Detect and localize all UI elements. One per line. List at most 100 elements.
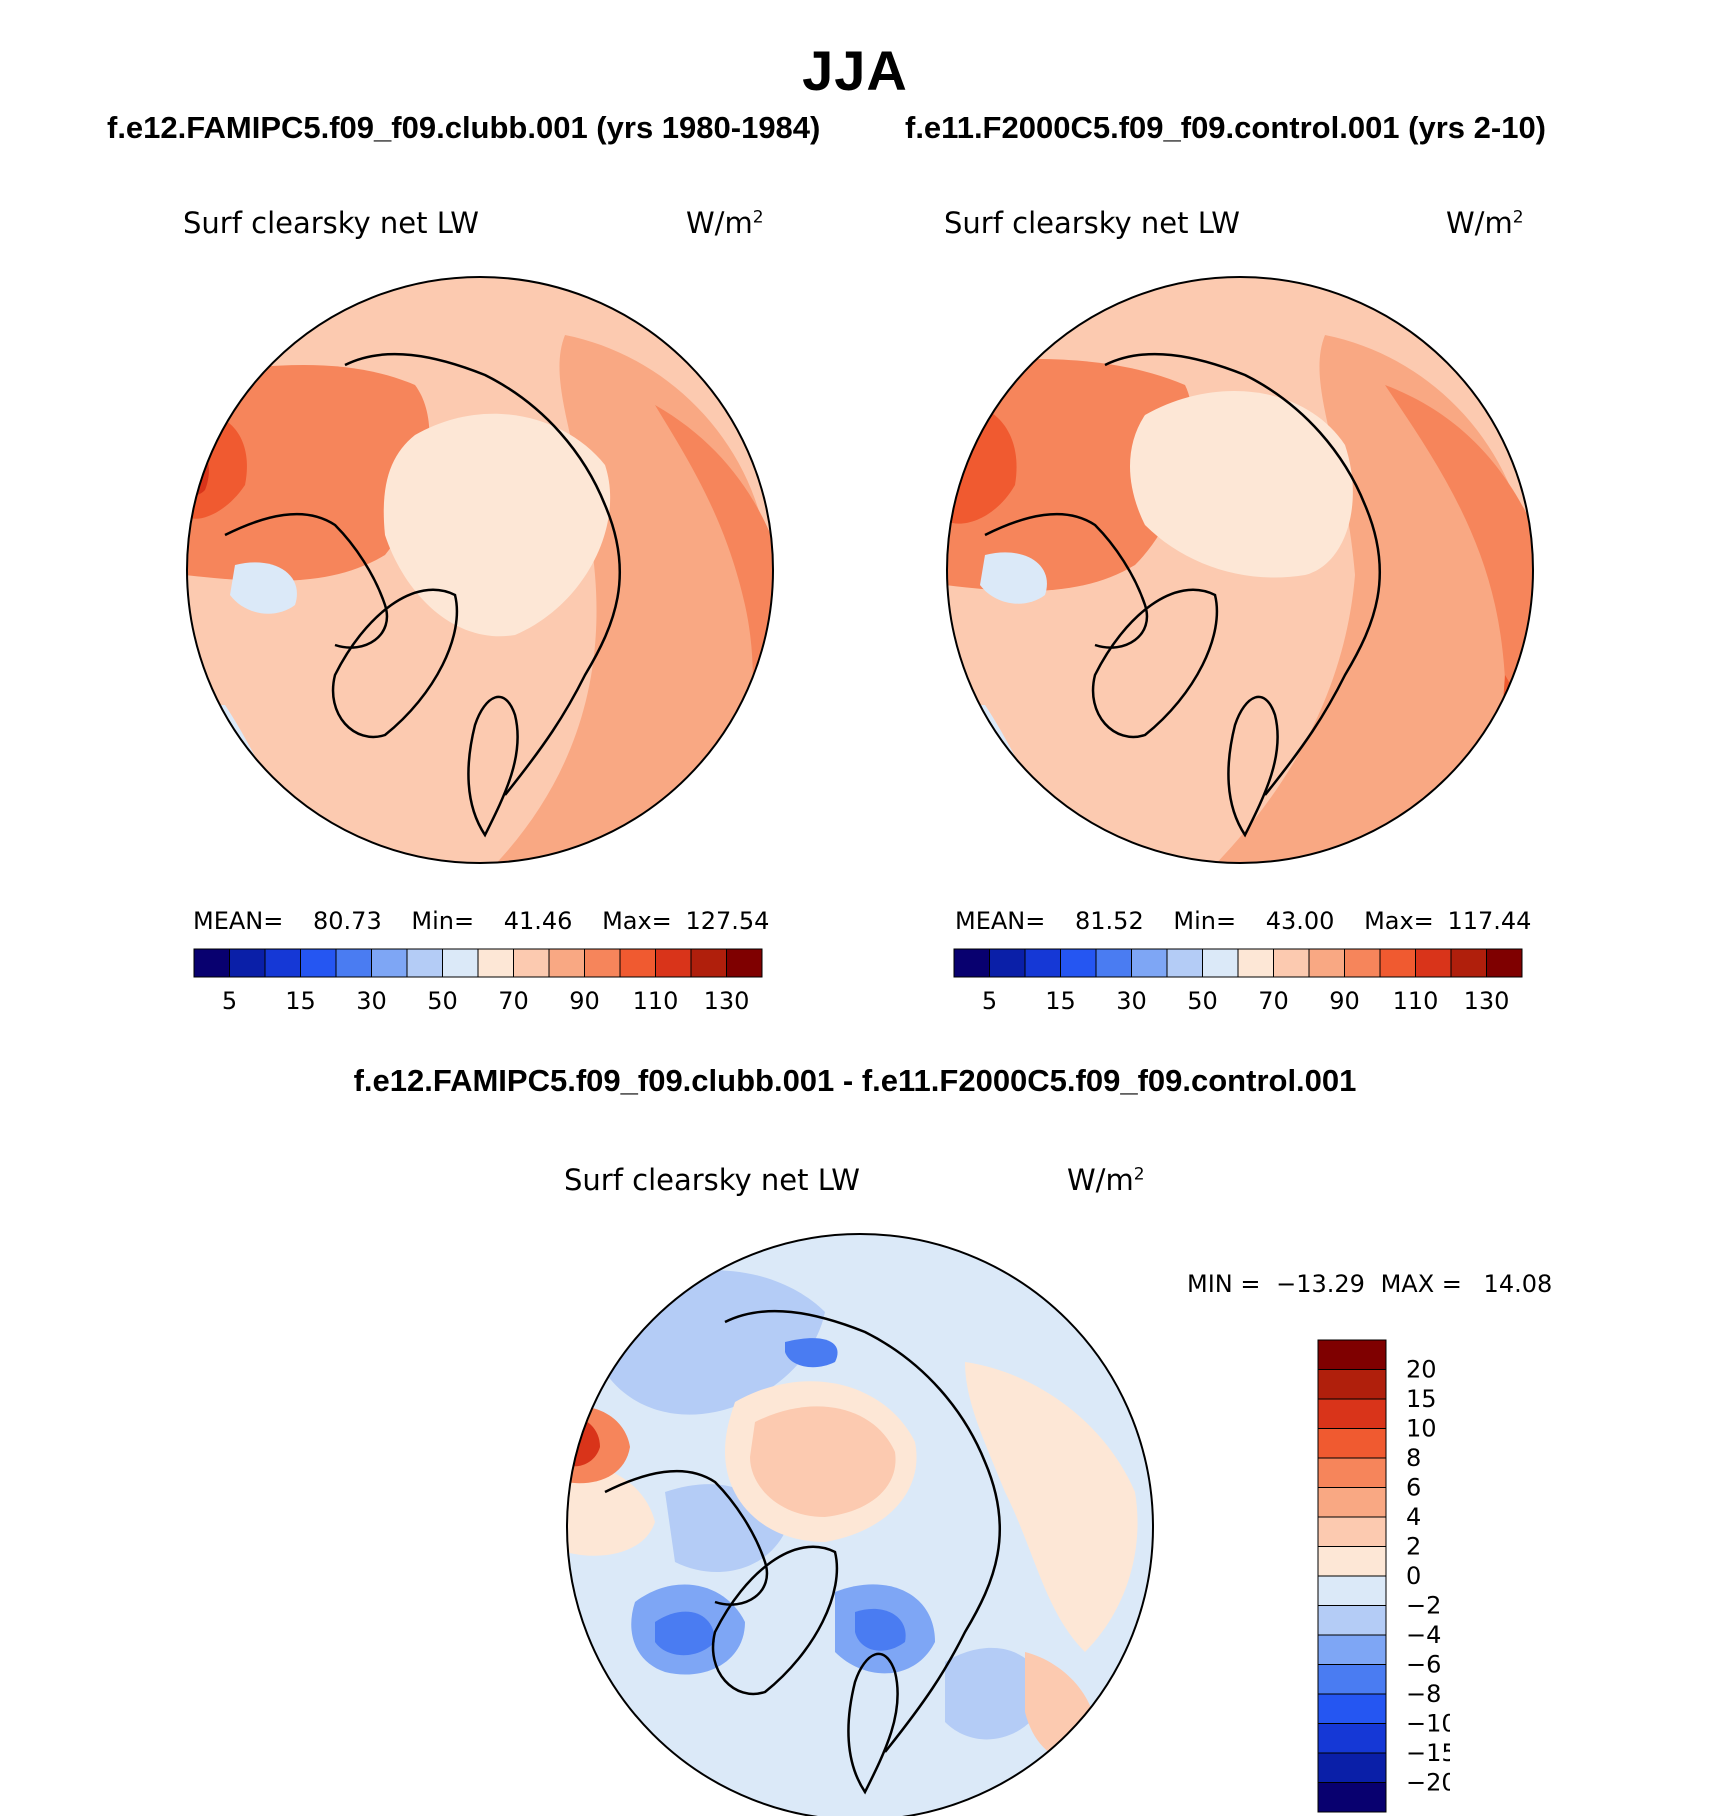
panel2-colorbar-tick-label: 50 — [1187, 987, 1218, 1015]
panel2-colorbar-tick-label: 130 — [1464, 987, 1510, 1015]
diff-colorbar-box-14 — [1317, 1752, 1387, 1783]
panel1-colorbar-box-9 — [513, 948, 550, 978]
panel2-colorbar-box-10 — [1308, 948, 1345, 978]
panel1-colorbar-box-5 — [371, 948, 408, 978]
panel2-colorbar-tick-label: 70 — [1258, 987, 1289, 1015]
diff-min-label: MIN = — [1187, 1270, 1261, 1298]
diff-colorbar-box-10 — [1317, 1634, 1387, 1665]
diff-colorbar-tick-label: −6 — [1406, 1651, 1441, 1679]
panel2-colorbar-box-15 — [1486, 948, 1523, 978]
diff-colorbar-box-4 — [1317, 1457, 1387, 1488]
panel1-colorbar-box-11 — [584, 948, 621, 978]
diff-min-value: −13.29 — [1276, 1270, 1365, 1298]
panel2-colorbar-box-14 — [1450, 948, 1487, 978]
diff-colorbar-tick-label: 0 — [1406, 1562, 1421, 1590]
panel2-polar-map — [946, 276, 1534, 864]
panel1-colorbar-tick-label: 90 — [569, 987, 600, 1015]
panel2-min-label: Min= — [1173, 907, 1237, 935]
p2-field-cold-bay — [980, 552, 1047, 604]
diff-colorbar-tick-label: −2 — [1406, 1592, 1441, 1620]
figure-title: JJA — [802, 39, 908, 102]
panel1-colorbar-box-7 — [442, 948, 479, 978]
panel2-colorbar-box-6 — [1166, 948, 1203, 978]
panel1-colorbar-tick-label: 5 — [222, 987, 237, 1015]
panel1-units: W/m2 — [686, 206, 764, 240]
diff-field-strong-3 — [785, 1338, 838, 1368]
case1-title: f.e12.FAMIPC5.f09_f09.clubb.001 (yrs 198… — [107, 110, 821, 145]
diff-max-label: MAX = — [1380, 1270, 1462, 1298]
diff-colorbar-box-7 — [1317, 1546, 1387, 1577]
panel2-colorbar-box-3 — [1060, 948, 1097, 978]
panel1-colorbar-box-0 — [193, 948, 230, 978]
diff-colorbar-box-13 — [1317, 1723, 1387, 1754]
panel1-mean-label: MEAN= — [193, 907, 284, 935]
panel1-colorbar-tick-label: 110 — [633, 987, 679, 1015]
panel2-colorbar-tick-label: 30 — [1116, 987, 1147, 1015]
panel2-max-label: Max= — [1364, 907, 1434, 935]
panel2-stats: MEAN= 81.52 Min= 43.00 Max= 117.44 — [955, 907, 1531, 935]
panel1-colorbar-tick-label: 70 — [498, 987, 529, 1015]
panel1-variable-label: Surf clearsky net LW — [183, 206, 479, 240]
diff-variable-label: Surf clearsky net LW — [564, 1163, 860, 1197]
panel1-min-value: 41.46 — [503, 907, 573, 935]
diff-field-strong-1 — [655, 1611, 715, 1656]
case2-title: f.e11.F2000C5.f09_f09.control.001 (yrs 2… — [905, 110, 1547, 145]
panel2-colorbar-box-11 — [1344, 948, 1381, 978]
diff-coastline-america — [604, 1469, 769, 1606]
diff-colorbar-box-9 — [1317, 1605, 1387, 1636]
p2-coastline-eurasia — [1104, 352, 1382, 796]
panel2-min-value: 43.00 — [1265, 907, 1335, 935]
panel1-colorbar-box-1 — [229, 948, 266, 978]
diff-colorbar-box-15 — [1317, 1782, 1387, 1813]
diff-polar-map — [566, 1233, 1154, 1816]
panel1-colorbar-box-13 — [655, 948, 692, 978]
panel1-colorbar-tick-label: 50 — [427, 987, 458, 1015]
p2-coastline-scandinavia — [1227, 695, 1279, 838]
panel1-colorbar-box-12 — [619, 948, 656, 978]
panel1-polar-map — [186, 276, 774, 864]
p2-field-central-cool — [1130, 391, 1353, 578]
diff-field-strong-2 — [855, 1608, 906, 1651]
panel1-colorbar-box-6 — [406, 948, 443, 978]
diff-field-light-3 — [945, 1647, 1045, 1740]
diff-colorbar-tick-label: 10 — [1406, 1415, 1437, 1443]
diff-colorbar-tick-label: −20 — [1406, 1769, 1450, 1797]
panel2-colorbar-box-12 — [1379, 948, 1416, 978]
diff-colorbar-box-6 — [1317, 1516, 1387, 1547]
panel2-colorbar: 5 15 30 50 70 90 110 130 — [953, 948, 1523, 1015]
panel2-colorbar-tick-label: 15 — [1045, 987, 1076, 1015]
diff-field-warm-east — [965, 1362, 1138, 1652]
diff-colorbar-box-3 — [1317, 1428, 1387, 1459]
panel1-colorbar-box-15 — [726, 948, 763, 978]
panel1-colorbar-box-2 — [264, 948, 301, 978]
panel2-max-value: 117.44 — [1447, 907, 1532, 935]
diff-colorbar-tick-label: 4 — [1406, 1503, 1421, 1531]
panel1-stats: MEAN= 80.73 Min= 41.46 Max= 127.54 — [193, 907, 769, 935]
diff-colorbar-box-11 — [1317, 1664, 1387, 1695]
diff-colorbar-box-5 — [1317, 1487, 1387, 1518]
panel1-colorbar-tick-label: 30 — [356, 987, 387, 1015]
p1-coastline-america — [224, 512, 389, 649]
panel2-colorbar-box-4 — [1095, 948, 1132, 978]
p2-coastline-america — [984, 512, 1149, 649]
panel1-max-label: Max= — [602, 907, 672, 935]
diff-colorbar-box-8 — [1317, 1575, 1387, 1606]
panel2-colorbar-box-2 — [1024, 948, 1061, 978]
panel2-colorbar-tick-label: 90 — [1329, 987, 1360, 1015]
diff-colorbar-tick-label: 6 — [1406, 1474, 1421, 1502]
panel2-units: W/m2 — [1446, 206, 1524, 240]
panel2-mean-label: MEAN= — [955, 907, 1046, 935]
diff-colorbar-tick-label: 15 — [1406, 1385, 1437, 1413]
panel1-colorbar-tick-label: 130 — [704, 987, 750, 1015]
diff-units: W/m2 — [1067, 1163, 1145, 1197]
panel1-colorbar-box-8 — [477, 948, 514, 978]
p1-coastline-eurasia — [344, 352, 622, 796]
panel2-colorbar-box-13 — [1415, 948, 1452, 978]
panel1-colorbar-box-14 — [690, 948, 727, 978]
panel2-colorbar-tick-label: 5 — [982, 987, 997, 1015]
diff-colorbar-tick-label: −4 — [1406, 1621, 1441, 1649]
diff-title: f.e12.FAMIPC5.f09_f09.clubb.001 - f.e11.… — [353, 1063, 1357, 1098]
p1-field-cold-bay — [230, 562, 297, 614]
diff-field-warmer-central — [750, 1406, 896, 1517]
